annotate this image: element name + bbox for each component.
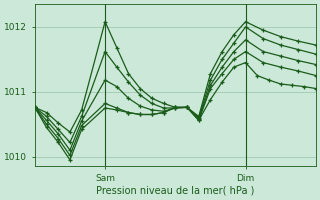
- X-axis label: Pression niveau de la mer( hPa ): Pression niveau de la mer( hPa ): [96, 186, 254, 196]
